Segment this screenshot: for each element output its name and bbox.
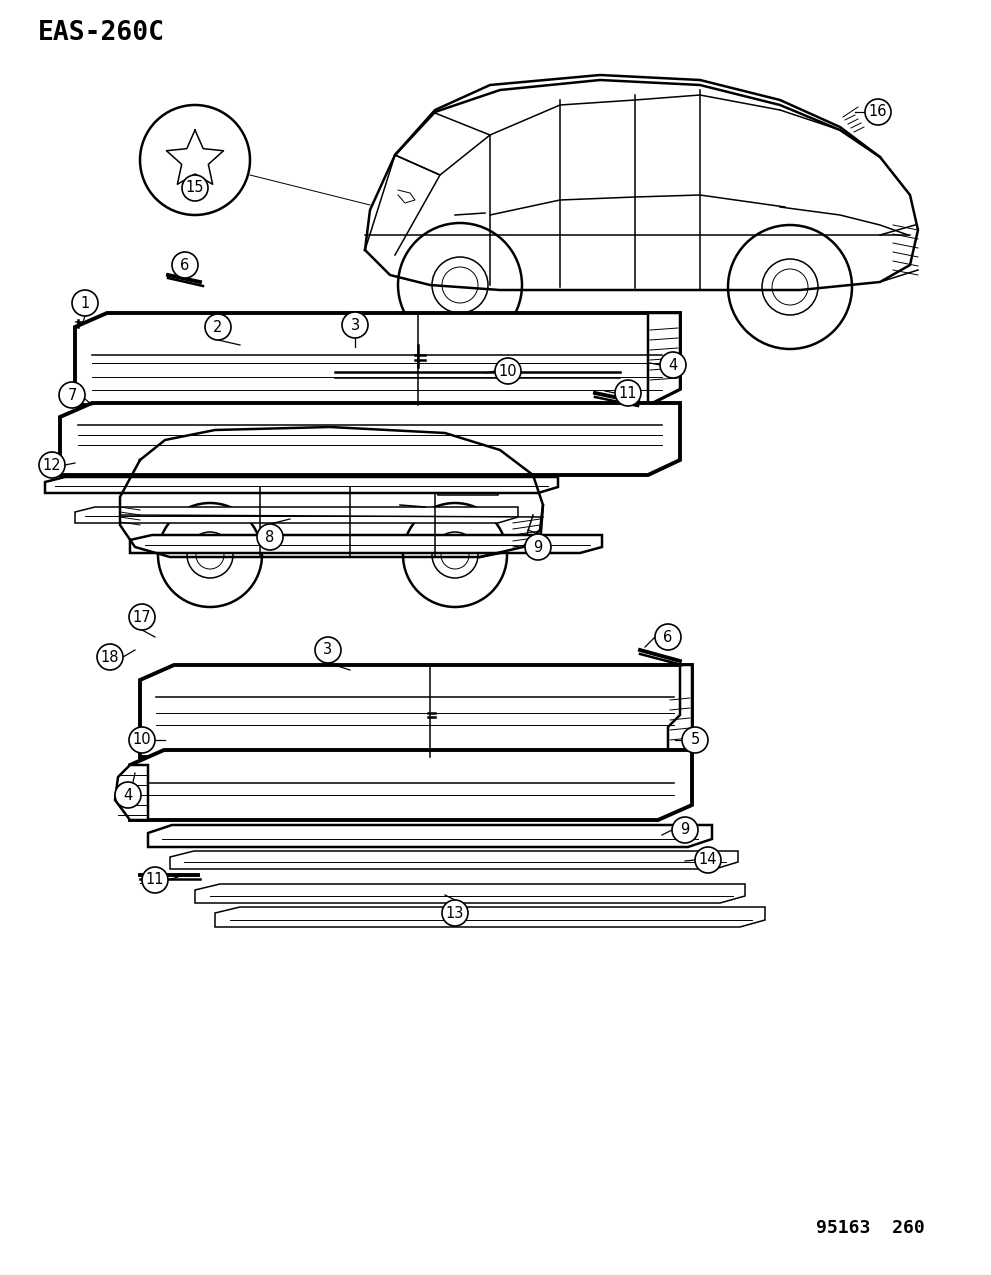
Polygon shape	[130, 750, 692, 820]
Circle shape	[59, 382, 85, 408]
Text: 5: 5	[691, 733, 700, 747]
Text: 18: 18	[101, 649, 119, 664]
Circle shape	[257, 524, 283, 550]
Text: 3: 3	[323, 643, 333, 658]
Text: 4: 4	[668, 357, 678, 372]
Text: 10: 10	[133, 733, 152, 747]
Circle shape	[660, 352, 686, 377]
Polygon shape	[75, 507, 518, 523]
Text: 1: 1	[80, 296, 89, 311]
Circle shape	[342, 312, 368, 338]
Circle shape	[72, 289, 98, 316]
Circle shape	[682, 727, 708, 754]
Circle shape	[495, 358, 521, 384]
Circle shape	[442, 900, 468, 926]
Polygon shape	[170, 850, 738, 870]
Circle shape	[115, 782, 141, 808]
Circle shape	[695, 847, 721, 873]
Polygon shape	[75, 312, 680, 405]
Text: 11: 11	[146, 872, 165, 887]
Polygon shape	[140, 666, 692, 757]
Circle shape	[129, 604, 155, 630]
Circle shape	[172, 252, 198, 278]
Circle shape	[205, 314, 231, 340]
Text: 8: 8	[266, 529, 275, 544]
Circle shape	[182, 175, 208, 201]
Polygon shape	[45, 477, 558, 493]
Text: 17: 17	[133, 609, 152, 625]
Circle shape	[142, 867, 168, 892]
Circle shape	[39, 453, 65, 478]
Text: 95163  260: 95163 260	[816, 1219, 925, 1237]
Polygon shape	[130, 536, 602, 553]
Polygon shape	[148, 825, 712, 847]
Text: 7: 7	[67, 388, 76, 403]
Text: 11: 11	[618, 385, 637, 400]
Text: 15: 15	[185, 181, 204, 195]
Circle shape	[315, 638, 341, 663]
Circle shape	[525, 534, 551, 560]
Circle shape	[129, 727, 155, 754]
Text: EAS-260C: EAS-260C	[38, 20, 165, 46]
Circle shape	[615, 380, 641, 405]
Circle shape	[140, 105, 250, 215]
Circle shape	[672, 817, 698, 843]
Text: 9: 9	[533, 539, 543, 555]
Text: 10: 10	[498, 363, 517, 379]
Text: 6: 6	[180, 258, 189, 273]
Text: 12: 12	[43, 458, 61, 473]
Polygon shape	[648, 312, 680, 405]
Text: 14: 14	[699, 853, 717, 867]
Polygon shape	[195, 884, 745, 903]
Text: 4: 4	[123, 788, 133, 802]
Circle shape	[97, 644, 123, 669]
Text: 16: 16	[869, 105, 887, 120]
Polygon shape	[115, 765, 148, 820]
Polygon shape	[668, 666, 692, 757]
Text: 9: 9	[681, 822, 690, 838]
Circle shape	[865, 99, 891, 125]
Text: 3: 3	[351, 317, 360, 333]
Text: 13: 13	[446, 905, 464, 921]
Polygon shape	[215, 907, 765, 927]
Text: 6: 6	[663, 630, 673, 644]
Text: 2: 2	[213, 320, 223, 334]
Polygon shape	[60, 403, 680, 476]
Circle shape	[655, 623, 681, 650]
